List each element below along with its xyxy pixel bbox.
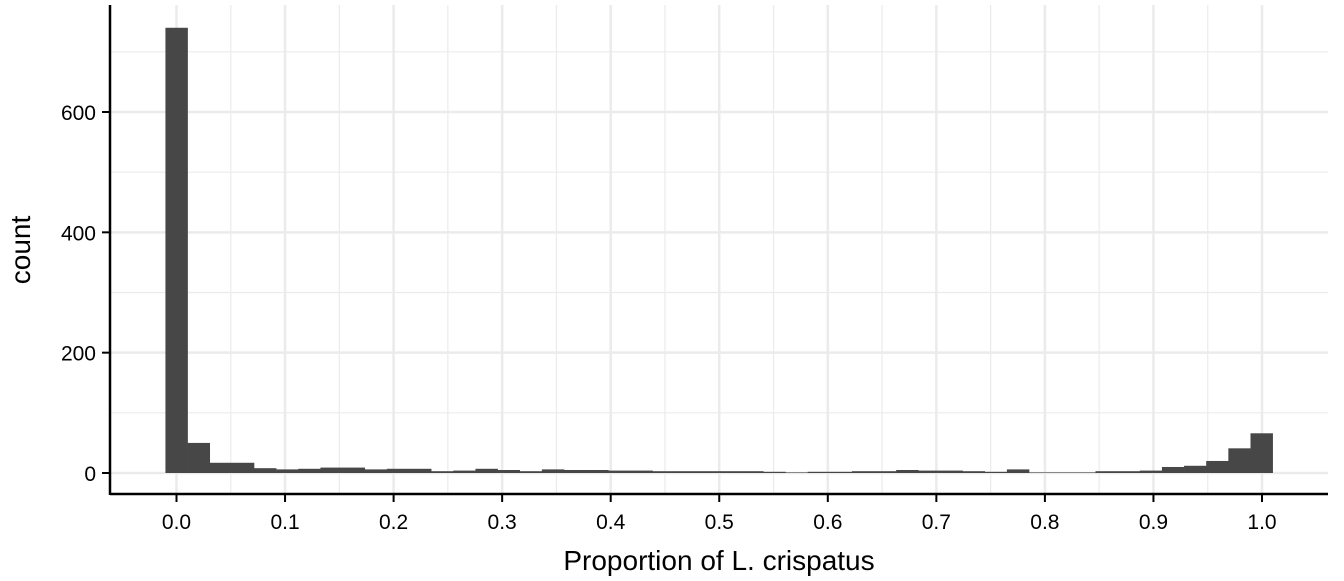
histogram-bar [741, 471, 764, 473]
histogram-bar [1006, 469, 1030, 473]
histogram-bar [696, 471, 720, 473]
histogram-bar [1029, 472, 1052, 473]
histogram-bar [1250, 433, 1273, 473]
x-tick-label: 0.2 [379, 511, 408, 534]
histogram-bar [918, 470, 941, 473]
histogram-bar [1095, 471, 1118, 473]
x-tick-label: 0.4 [596, 511, 626, 534]
x-tick-label: 0.8 [1030, 511, 1059, 534]
histogram-bar [630, 470, 653, 473]
x-axis-ticks: 0.0 0.1 0.2 0.3 0.4 0.5 0.6 0.7 0.8 0.9 1.0 [162, 494, 1277, 534]
histogram-bar [851, 471, 875, 473]
histogram-bar [209, 462, 233, 473]
histogram-bar [342, 467, 366, 473]
y-tick-label: 400 [61, 222, 96, 245]
histogram-bar [254, 468, 277, 473]
x-tick-label: 0.1 [270, 511, 299, 534]
histogram-bar [1206, 460, 1229, 473]
histogram-bar [320, 467, 343, 473]
histogram-bar [541, 469, 565, 473]
histogram-bar [1051, 472, 1074, 473]
histogram-bar [1161, 466, 1185, 473]
y-axis-title: count [5, 216, 36, 285]
y-tick-label: 200 [61, 343, 96, 366]
y-tick-label: 600 [61, 102, 96, 125]
histogram-bar [984, 471, 1008, 473]
histogram-bars [165, 27, 1273, 474]
histogram-bar [187, 442, 211, 473]
histogram-bar [453, 470, 476, 473]
x-tick-label: 0.3 [488, 511, 517, 534]
histogram-bar [719, 471, 742, 473]
histogram-bar [1184, 465, 1207, 473]
histogram-bar [652, 471, 676, 473]
x-tick-label: 0.6 [813, 511, 842, 534]
histogram-bar [431, 471, 454, 473]
histogram-bar [298, 468, 321, 473]
x-tick-label: 1.0 [1247, 511, 1276, 534]
histogram-bar [564, 469, 587, 473]
histogram-bar [807, 471, 831, 473]
histogram-bar [1117, 471, 1141, 473]
x-tick-label: 0.0 [162, 511, 191, 534]
histogram-bar [165, 27, 188, 474]
x-axis-title: Proportion of L. crispatus [563, 545, 874, 576]
x-tick-label: 0.9 [1139, 511, 1168, 534]
histogram-bar [785, 472, 808, 473]
histogram-bar [674, 471, 698, 473]
histogram-bar [497, 469, 521, 473]
histogram-bar [386, 468, 410, 473]
histogram-bar [896, 469, 919, 473]
x-tick-label: 0.7 [922, 511, 951, 534]
histogram-bar [231, 462, 255, 473]
histogram-bar [1139, 470, 1163, 473]
histogram-bar [364, 469, 388, 473]
histogram-bar [519, 471, 543, 473]
histogram-bar [940, 470, 963, 473]
histogram-bar [1073, 472, 1096, 473]
histogram-bar [409, 468, 432, 473]
x-tick-label: 0.5 [705, 511, 734, 534]
y-tick-label: 0 [84, 463, 96, 486]
histogram-bar [586, 469, 609, 473]
histogram-bar [1228, 448, 1251, 473]
histogram-bar [962, 471, 986, 473]
histogram-bar [475, 468, 498, 473]
histogram-bar [608, 470, 631, 473]
histogram-bar [763, 471, 786, 473]
y-axis-ticks: 0 200 400 600 [61, 102, 110, 486]
histogram-bar [874, 471, 897, 473]
histogram-bar [276, 469, 299, 473]
histogram-bar [829, 471, 853, 473]
gridlines [110, 5, 1328, 494]
